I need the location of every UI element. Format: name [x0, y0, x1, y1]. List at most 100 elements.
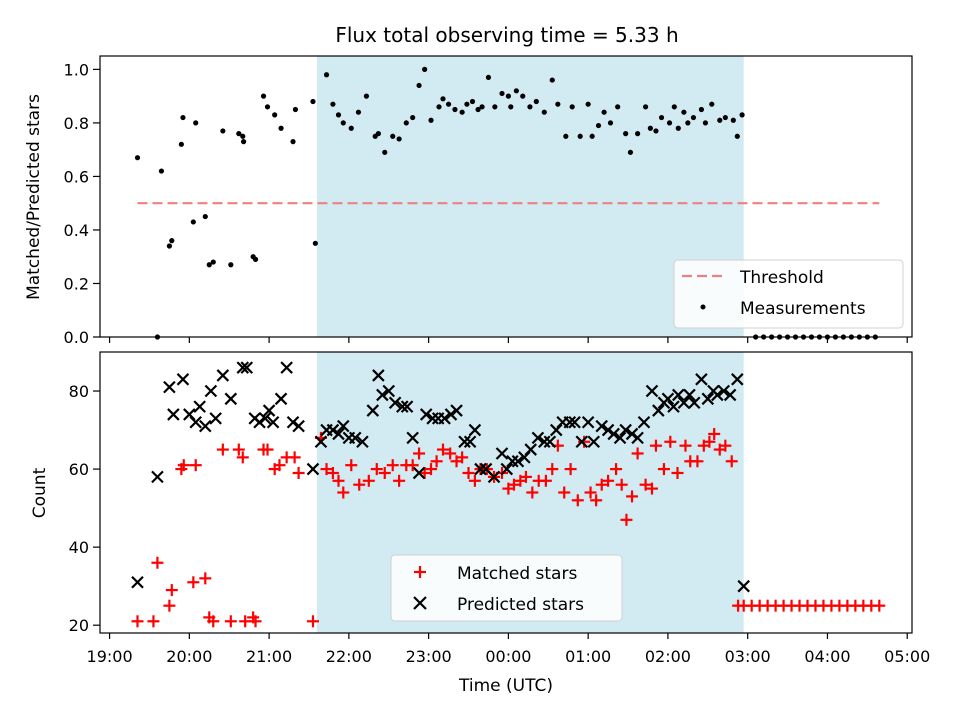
- measurement-point: [555, 101, 561, 107]
- measurement-point: [355, 109, 362, 115]
- matched-star-point: [189, 459, 202, 472]
- matched-star-point: [436, 443, 449, 456]
- matched-star-point: [337, 486, 350, 499]
- bottom-y-tick-label: 80: [69, 382, 89, 401]
- chart-title: Flux total observing time = 5.33 h: [335, 23, 678, 47]
- top-y-tick-label: 0.8: [64, 114, 89, 133]
- matched-star-point: [590, 494, 603, 507]
- measurement-point: [440, 96, 446, 102]
- measurement-point: [485, 74, 492, 81]
- measurement-point: [475, 106, 481, 113]
- measurement-point: [260, 93, 267, 99]
- measurement-point: [252, 256, 259, 262]
- top-y-tick-label: 0.2: [64, 274, 89, 293]
- matched-star-point: [239, 615, 252, 628]
- x-tick-label: 20:00: [166, 647, 212, 666]
- matched-star-point: [224, 615, 237, 628]
- predicted-star-point: [388, 396, 402, 410]
- predicted-star-point: [737, 579, 750, 593]
- measurement-point: [348, 125, 354, 131]
- predicted-star-point: [204, 384, 218, 398]
- predicted-star-point: [652, 404, 665, 417]
- measurement-point: [428, 117, 434, 123]
- measurement-point: [193, 120, 199, 126]
- measurement-point: [264, 104, 271, 110]
- matched-star-point: [626, 490, 639, 503]
- measurement-point: [272, 112, 278, 118]
- bottom-legend: Matched stars Predicted stars: [390, 554, 623, 622]
- predicted-star-point: [314, 435, 328, 449]
- measurement-point: [505, 93, 511, 99]
- predicted-star-point: [637, 415, 651, 429]
- predicted-star-point: [406, 431, 419, 445]
- predicted-star-point: [661, 392, 675, 406]
- matched-star-point: [151, 556, 164, 569]
- predicted-stars-series: [131, 361, 750, 593]
- measurement-point: [569, 104, 575, 110]
- measurement-point: [717, 117, 723, 123]
- measurement-point: [642, 104, 649, 110]
- matched-star-point: [584, 486, 597, 499]
- predicted-star-point: [348, 431, 362, 445]
- matched-star-point: [232, 443, 245, 456]
- matched-star-point: [546, 463, 559, 476]
- top-panel: 0.0 0.2 0.4 0.6 0.8 1.0 Matched/Predicted sta…: [24, 55, 913, 347]
- x-tick-label: 04:00: [804, 647, 850, 666]
- predicted-star-point: [619, 423, 632, 437]
- predicted-star-point: [253, 415, 266, 429]
- measurement-point: [595, 122, 602, 129]
- matched-star-point: [362, 474, 375, 487]
- matched-star-point: [131, 615, 144, 628]
- predicted-star-point: [332, 427, 345, 441]
- predicted-star-point: [731, 373, 744, 386]
- measurement-point: [180, 114, 186, 121]
- predicted-star-point: [326, 423, 340, 437]
- top-y-axis-label: Matched/Predicted stars: [24, 94, 44, 300]
- predicted-star-point: [176, 373, 190, 386]
- matched-star-point: [468, 474, 481, 487]
- predicted-star-point: [587, 435, 601, 449]
- matched-star-point: [393, 474, 406, 487]
- predicted-star-point: [209, 412, 222, 425]
- measurement-point: [469, 98, 476, 105]
- measurement-point: [653, 128, 659, 134]
- predicted-star-point: [575, 435, 589, 449]
- measurement-point: [589, 133, 595, 139]
- x-tick-label: 22:00: [326, 647, 372, 666]
- measurement-point: [739, 112, 745, 118]
- measurement-point: [422, 66, 428, 72]
- matched-star-point: [165, 584, 178, 597]
- predicted-star-point: [463, 435, 477, 449]
- matched-star-point: [679, 439, 692, 452]
- matched-star-point: [558, 486, 571, 499]
- predicted-star-point: [581, 415, 595, 429]
- predicted-star-point: [262, 404, 276, 417]
- matched-star-point: [216, 443, 229, 456]
- measurement-point: [363, 93, 370, 99]
- matched-star-point: [177, 459, 190, 472]
- predicted-star-point: [645, 384, 659, 398]
- matched-star-point: [207, 615, 220, 628]
- measurement-point: [607, 120, 614, 126]
- x-tick-label: 02:00: [645, 647, 691, 666]
- x-tick-label: 00:00: [485, 647, 531, 666]
- measurement-point: [492, 104, 498, 110]
- measurement-point: [452, 106, 458, 113]
- matched-star-point: [671, 466, 684, 479]
- predicted-star-point: [131, 575, 144, 589]
- measurement-point: [601, 109, 607, 115]
- predicted-star-point: [240, 361, 254, 374]
- matched-star-point: [691, 455, 704, 468]
- measurement-point: [647, 125, 653, 131]
- measurement-point: [210, 259, 216, 265]
- matched-star-point: [353, 478, 366, 491]
- measurement-point: [206, 262, 212, 268]
- predicted-star-point: [376, 388, 389, 402]
- measurement-point: [666, 120, 673, 126]
- measurement-point: [169, 238, 175, 244]
- measurement-point: [240, 139, 247, 145]
- measurements-series: [134, 66, 878, 340]
- top-legend-box: [673, 259, 904, 329]
- predicted-star-point: [474, 462, 487, 476]
- predicted-star-point: [412, 466, 426, 480]
